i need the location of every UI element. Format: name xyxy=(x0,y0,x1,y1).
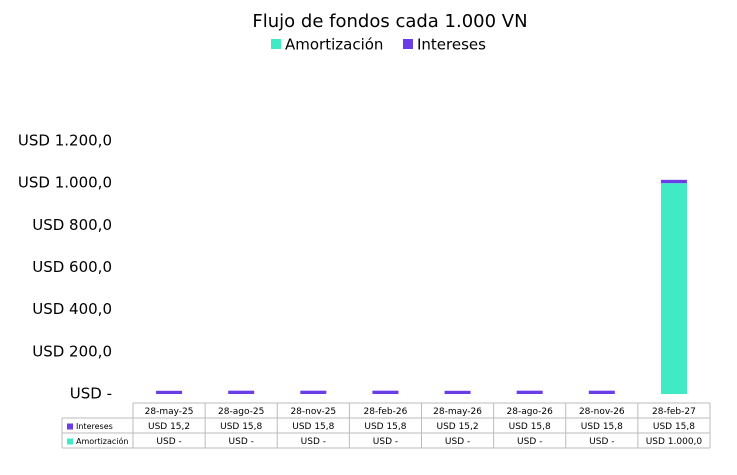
x-tick-label: 28-may-25 xyxy=(145,407,194,417)
y-tick-label: USD - xyxy=(70,385,112,403)
x-tick-label: 28-feb-26 xyxy=(364,407,408,417)
bar-segment xyxy=(444,390,471,394)
bar-segment xyxy=(156,390,183,394)
table-value: USD - xyxy=(445,437,470,447)
legend-swatch xyxy=(271,39,281,49)
bar-segment xyxy=(660,183,687,394)
bar-segment xyxy=(660,179,687,184)
y-tick-label: USD 1.000,0 xyxy=(18,174,112,192)
table-value: USD 15,2 xyxy=(148,422,190,432)
bar-segment xyxy=(372,390,399,394)
y-tick-label: USD 800,0 xyxy=(32,216,112,234)
table-value: USD 15,2 xyxy=(436,422,478,432)
table-value: USD - xyxy=(229,437,254,447)
x-tick-label: 28-feb-27 xyxy=(652,407,696,417)
table-value: USD - xyxy=(156,437,181,447)
table-value: USD 1.000,0 xyxy=(646,437,703,447)
table-value: USD 15,8 xyxy=(653,422,695,432)
table-legend-swatch xyxy=(67,438,73,445)
y-tick-label: USD 600,0 xyxy=(32,258,112,276)
table-row-label: Intereses xyxy=(76,422,113,431)
legend-swatch xyxy=(403,39,413,49)
x-tick-label: 28-nov-26 xyxy=(579,407,625,417)
bar-segment xyxy=(228,390,255,394)
table-legend-swatch xyxy=(67,423,73,430)
table-value: USD - xyxy=(589,437,614,447)
legend-label: Intereses xyxy=(417,36,486,54)
legend-label: Amortización xyxy=(285,36,383,54)
table-value: USD 15,8 xyxy=(509,422,551,432)
y-tick-label: USD 400,0 xyxy=(32,300,112,318)
bar-segment xyxy=(300,390,327,394)
table-value: USD - xyxy=(517,437,542,447)
table-value: USD 15,8 xyxy=(220,422,262,432)
table-value: USD - xyxy=(373,437,398,447)
y-tick-label: USD 1.200,0 xyxy=(18,132,112,150)
bar-segment xyxy=(588,390,615,394)
bar-segment xyxy=(516,390,543,394)
x-tick-label: 28-ago-25 xyxy=(218,407,264,417)
x-tick-label: 28-may-26 xyxy=(433,407,482,417)
table-value: USD 15,8 xyxy=(292,422,334,432)
x-tick-label: 28-nov-25 xyxy=(290,407,336,417)
table-value: USD 15,8 xyxy=(364,422,406,432)
x-tick-label: 28-ago-26 xyxy=(507,407,554,417)
chart-title: Flujo de fondos cada 1.000 VN xyxy=(252,11,527,32)
y-tick-label: USD 200,0 xyxy=(32,342,112,360)
table-row-label: Amortización xyxy=(76,436,129,446)
table-value: USD 15,8 xyxy=(581,422,623,432)
table-value: USD - xyxy=(301,437,326,447)
